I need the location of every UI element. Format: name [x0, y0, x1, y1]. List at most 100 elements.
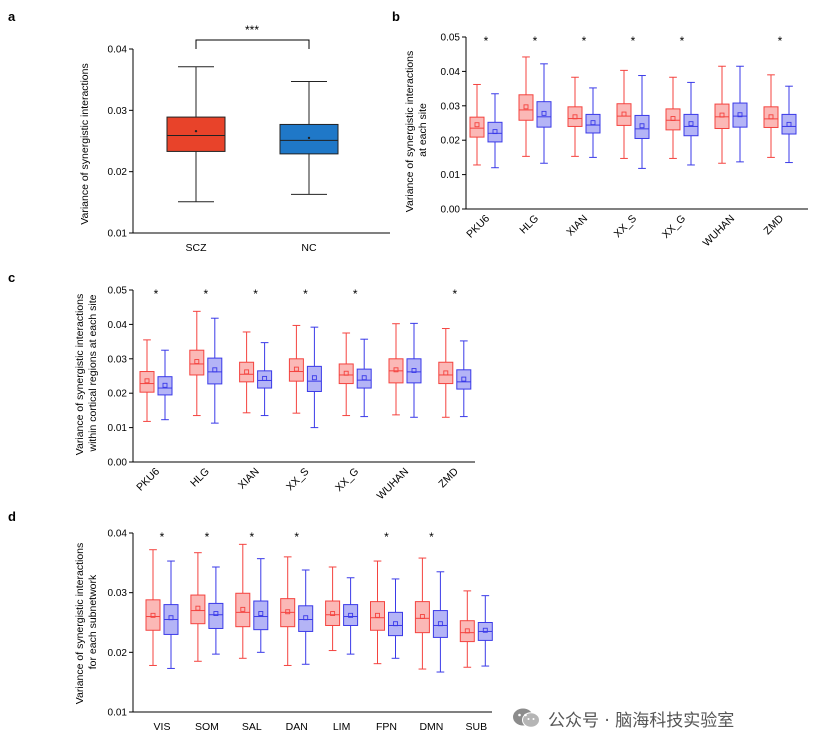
panel-d-box — [388, 611, 403, 637]
panel-a-box — [166, 116, 226, 152]
panel-b-mean-marker — [737, 112, 743, 118]
panel-d-mean-marker — [195, 605, 201, 611]
panel-b-box — [763, 106, 779, 128]
panel-b-mean-marker — [639, 123, 645, 129]
panel-b-mean-marker — [474, 122, 480, 128]
panel-d-box — [343, 604, 359, 626]
panel-d-mean-marker — [437, 621, 443, 627]
panel-b-box — [487, 121, 503, 143]
panel-a-ylabel: Variance of synergistic interactions — [79, 63, 91, 224]
panel-c-ytick-label: 0.01 — [108, 423, 128, 434]
panel-c-sig-label: * — [353, 287, 358, 301]
panel-c-box — [288, 358, 304, 382]
panel-b-box — [585, 113, 601, 134]
panel-d-box — [414, 601, 430, 634]
panel-b-category-label: PKU6 — [464, 213, 492, 241]
panel-d-ylabel: Variance of synergistic interactions for… — [74, 540, 99, 704]
panel-d-ytick-label: 0.03 — [108, 588, 128, 599]
panel-d-box — [459, 620, 475, 643]
panel-b-category-label: ZMD — [762, 212, 787, 237]
panel-c-category-label: XIAN — [236, 466, 262, 492]
panel-d-category-label: SOM — [195, 721, 219, 733]
panel-a-mean-marker — [307, 136, 311, 140]
panel-c-mean-marker — [262, 375, 268, 381]
panel-label-c: c — [8, 270, 15, 285]
panel-d-mean-marker — [375, 612, 380, 618]
panel-c-mean-marker — [244, 369, 250, 375]
panel-b-sig-label: * — [533, 34, 538, 48]
panel-d-box — [325, 600, 341, 626]
wechat-icon — [513, 708, 540, 728]
panel-b-ytick-label: 0.04 — [441, 67, 461, 78]
panel-b-mean-marker — [572, 114, 578, 120]
panel-c-box — [157, 376, 173, 396]
panel-label-a: a — [8, 9, 16, 24]
panel-d-mean-marker — [258, 611, 264, 616]
panel-d-ylabel-line1: Variance of synergistic interactions — [74, 543, 86, 704]
panel-d-category-label: DMN — [419, 721, 443, 733]
panel-b-ytick-label: 0.00 — [441, 205, 461, 216]
panel-c-mean-marker — [293, 366, 299, 372]
panel-b-mean-marker — [719, 112, 725, 118]
panel-d-box — [235, 592, 251, 628]
panel-b-sig-label: * — [680, 34, 685, 48]
panel-c-mean-marker — [162, 382, 168, 388]
panel-b-box — [536, 101, 552, 128]
panel-c-box — [207, 357, 223, 385]
panel-d-sig-label: * — [384, 530, 389, 544]
panel-b-sig-label: * — [582, 34, 587, 48]
panel-b-ytick-label: 0.01 — [441, 170, 461, 181]
panel-label-b: b — [392, 9, 400, 24]
panel-c-ylabel-line2: within cortical regions at each site — [87, 294, 99, 452]
panel-b-sig-label: * — [484, 34, 489, 48]
panel-d-category-label: LIM — [333, 721, 351, 733]
panel-b-category-label: XIAN — [564, 213, 590, 239]
panel-c-sig-label: * — [203, 287, 208, 301]
panel-c-ytick-label: 0.00 — [108, 458, 128, 469]
panel-d-mean-marker — [213, 611, 219, 616]
panel-a-ytick-label: 0.04 — [108, 45, 128, 56]
panel-d-mean-marker — [482, 627, 488, 633]
panel-d-box — [145, 599, 161, 631]
panel-d-mean-marker — [464, 628, 470, 634]
panel-c-category-label: XX_S — [284, 466, 311, 493]
panel-d-sig-label: * — [294, 530, 299, 544]
panel-c-ylabel-line1: Variance of synergistic interactions — [74, 294, 86, 455]
panel-d-sig-label: * — [205, 530, 210, 544]
panel-b-box — [518, 94, 534, 121]
panel-c-mean-marker — [361, 375, 367, 381]
panel-d-box — [432, 610, 448, 638]
panel-b-box — [781, 113, 797, 135]
panel-d-ytick-label: 0.01 — [108, 708, 128, 719]
panel-d-mean-marker — [393, 621, 398, 627]
panel-b-category-label: HLG — [517, 213, 541, 237]
panel-c-mean-marker — [393, 367, 399, 373]
panel-c-mean-marker — [343, 370, 349, 376]
panel-b-mean-marker — [621, 111, 627, 117]
panel-c-box — [239, 361, 255, 383]
panel-c-sig-label: * — [253, 287, 258, 301]
panel-c-box — [438, 361, 454, 385]
panel-b-plot: 0.00 0.01 0.02 0.03 0.04 0.05 * PKU6 * HLG * XIAN * X… — [441, 33, 808, 249]
panel-d-sig-label: * — [160, 530, 165, 544]
panel-b-mean-marker — [523, 104, 529, 110]
panel-d-box — [370, 601, 385, 631]
panel-d-sig-label: * — [249, 530, 254, 544]
panel-c-box — [306, 365, 322, 392]
panel-b-box — [634, 114, 650, 139]
panel-d-mean-marker — [285, 609, 291, 615]
panel-b-ylabel-line2: at each site — [417, 103, 429, 157]
panel-label-d: d — [8, 509, 16, 524]
panel-a-ytick-label: 0.02 — [108, 167, 128, 178]
panel-b-mean-marker — [590, 120, 596, 126]
panel-b-mean-marker — [688, 121, 694, 127]
panel-d-ylabel-line2: for each subnetwork — [87, 574, 99, 669]
panel-c-ytick-label: 0.02 — [108, 389, 128, 400]
panel-b-ylabel: Variance of synergistic interactions at … — [404, 48, 429, 212]
panel-c-box — [406, 358, 422, 384]
panel-c-box — [257, 370, 273, 389]
panel-c-box — [139, 371, 155, 393]
panel-a-category-label: NC — [301, 242, 317, 254]
panel-b-mean-marker — [768, 114, 774, 120]
